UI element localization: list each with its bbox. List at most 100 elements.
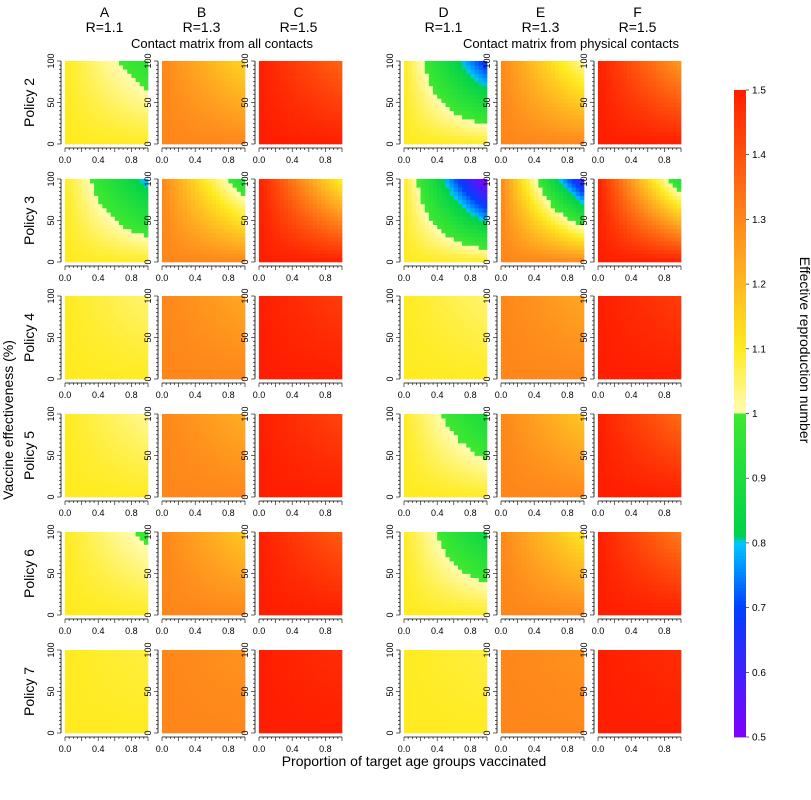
heatmap-cell — [77, 102, 82, 107]
heatmap-cell — [304, 94, 310, 99]
heatmap-cell — [271, 220, 276, 225]
heatmap-cell — [317, 110, 322, 116]
heatmap-cell — [166, 110, 171, 116]
heatmap-cell — [412, 179, 417, 184]
heatmap-cell — [232, 241, 238, 246]
heatmap-cell — [420, 69, 426, 74]
heatmap-cell — [631, 90, 636, 95]
heatmap-cell — [288, 179, 293, 184]
heatmap-cell — [525, 237, 531, 242]
heatmap-cell — [236, 85, 242, 91]
heatmap-cell — [404, 245, 409, 250]
heatmap-cell — [178, 228, 184, 234]
heatmap-cell — [513, 110, 518, 116]
heatmap-cell — [676, 127, 682, 132]
heatmap-cell — [505, 191, 510, 196]
heatmap-cell — [106, 77, 111, 83]
heatmap-cell — [224, 257, 229, 263]
heatmap-cell — [525, 94, 531, 99]
heatmap-cell — [317, 187, 322, 192]
heatmap-cell — [312, 106, 318, 112]
heatmap-cell — [317, 123, 322, 128]
x-axis: 0.0 0.4 0.8 — [495, 265, 585, 283]
heatmap-cell — [416, 216, 421, 221]
heatmap-cell — [259, 191, 264, 196]
heatmap-cell — [622, 127, 628, 132]
heatmap-cell — [283, 94, 289, 99]
heatmap-cell — [174, 179, 179, 184]
heatmap-cell — [135, 98, 141, 103]
heatmap-cell — [321, 179, 326, 184]
heatmap-cell — [333, 257, 339, 263]
heatmap-cell — [412, 183, 417, 188]
heatmap-cell — [445, 106, 450, 112]
heatmap-cell — [453, 253, 459, 259]
heatmap-cell — [89, 199, 95, 205]
heatmap-cell — [135, 199, 141, 205]
heatmap-cell — [412, 216, 417, 221]
heatmap-cell — [224, 203, 229, 209]
heatmap-cell — [656, 81, 661, 87]
heatmap-cell — [554, 61, 560, 66]
heatmap-cell — [563, 203, 568, 209]
heatmap-cell — [94, 241, 99, 246]
heatmap-cell — [228, 85, 233, 91]
heatmap-cell — [81, 65, 87, 70]
heatmap-cell — [110, 106, 116, 112]
heatmap-cell — [143, 61, 149, 66]
heatmap-cell — [174, 102, 179, 107]
heatmap-cell — [420, 216, 426, 221]
heatmap-cell — [513, 77, 518, 83]
heatmap-cell — [554, 102, 560, 107]
heatmap-cell — [224, 123, 229, 128]
heatmap-cell — [182, 131, 188, 137]
heatmap-cell — [513, 199, 518, 205]
heatmap-cell — [259, 228, 264, 234]
heatmap-cell — [412, 135, 417, 141]
heatmap-cell — [207, 131, 213, 137]
heatmap-cell — [501, 220, 506, 225]
heatmap-cell — [170, 216, 175, 221]
heatmap-cell — [240, 224, 246, 230]
heatmap-cell — [550, 245, 556, 250]
heatmap-cell — [325, 224, 330, 230]
heatmap-cell — [220, 77, 225, 83]
heatmap-cell — [162, 241, 167, 246]
heatmap-cell — [550, 85, 556, 91]
heatmap-cell — [292, 183, 297, 188]
heatmap-cell — [643, 98, 649, 103]
heatmap-cell — [232, 216, 238, 221]
heatmap-cell — [308, 110, 314, 116]
heatmap-cell — [263, 216, 268, 221]
heatmap-cell — [203, 65, 208, 70]
heatmap-cell — [449, 199, 455, 205]
heatmap-cell — [182, 241, 188, 246]
heatmap-cell — [542, 123, 547, 128]
heatmap-cell — [195, 69, 200, 74]
heatmap-cell — [441, 102, 446, 107]
heatmap-cell — [466, 85, 471, 91]
heatmap-cell — [191, 179, 196, 184]
heatmap-cell — [329, 123, 335, 128]
heatmap-cell — [271, 85, 276, 91]
heatmap-cell — [166, 98, 171, 103]
heatmap-cell — [462, 232, 467, 238]
heatmap-cell — [501, 228, 506, 234]
heatmap-cell — [236, 237, 242, 242]
heatmap-cell — [474, 232, 480, 238]
heatmap-cell — [232, 253, 238, 259]
heatmap-cell — [232, 203, 238, 209]
heatmap-cell — [424, 106, 430, 112]
heatmap-cell — [224, 212, 229, 217]
heatmap-cell — [538, 203, 543, 209]
heatmap-cell — [300, 249, 305, 255]
heatmap-cell — [275, 212, 281, 217]
heatmap-cell — [228, 203, 233, 209]
heatmap-cell — [296, 199, 301, 205]
heatmap-cell — [602, 119, 607, 124]
heatmap-cell — [546, 102, 552, 107]
heatmap-cell — [517, 110, 523, 116]
heatmap-cell — [333, 69, 339, 74]
heatmap-cell — [563, 183, 568, 188]
heatmap-cell — [466, 119, 471, 124]
